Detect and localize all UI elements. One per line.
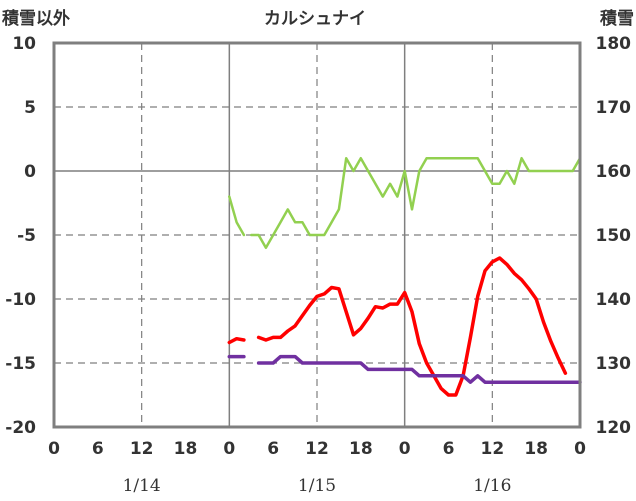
x-tick-label: 6 bbox=[92, 439, 104, 459]
x-tick-label: 12 bbox=[480, 439, 504, 459]
series-2-line bbox=[256, 354, 582, 384]
plot-frame bbox=[52, 41, 582, 429]
right-tick-label: 160 bbox=[596, 162, 632, 182]
left-tick-label: 0 bbox=[24, 162, 36, 182]
left-tick-label: -10 bbox=[5, 290, 36, 310]
right-axis-label: 積雪 bbox=[600, 8, 634, 29]
series-1-line bbox=[256, 256, 568, 397]
left-tick-label: -5 bbox=[17, 226, 36, 246]
date-label: 1/14 bbox=[123, 476, 161, 496]
x-tick-label: 18 bbox=[524, 439, 548, 459]
date-label: 1/15 bbox=[298, 476, 336, 496]
x-tick-label: 0 bbox=[223, 439, 235, 459]
date-label: 1/16 bbox=[473, 476, 511, 496]
chart-title: カルシュナイ bbox=[264, 9, 366, 29]
series-group bbox=[227, 156, 582, 397]
x-tick-label: 0 bbox=[399, 439, 411, 459]
series-0-line bbox=[250, 156, 582, 250]
left-tick-label: 10 bbox=[12, 34, 36, 54]
right-y-ticks: 180 170 160 150 140 130 120 bbox=[596, 34, 632, 438]
gridlines bbox=[54, 43, 580, 427]
date-labels: 1/14 1/15 1/16 bbox=[123, 476, 512, 496]
right-tick-label: 180 bbox=[596, 34, 632, 54]
right-tick-label: 140 bbox=[596, 290, 632, 310]
x-tick-label: 6 bbox=[443, 439, 455, 459]
left-axis-label: 積雪以外 bbox=[2, 8, 70, 29]
x-tick-label: 12 bbox=[305, 439, 329, 459]
left-tick-label: 5 bbox=[24, 98, 36, 118]
right-tick-label: 150 bbox=[596, 226, 632, 246]
series-0-line bbox=[228, 195, 246, 237]
right-tick-label: 120 bbox=[596, 418, 632, 438]
x-tick-label: 0 bbox=[48, 439, 60, 459]
x-tick-label: 6 bbox=[267, 439, 279, 459]
x-tick-label: 18 bbox=[174, 439, 198, 459]
x-tick-label: 18 bbox=[349, 439, 373, 459]
left-tick-label: -20 bbox=[5, 418, 36, 438]
x-tick-label: 12 bbox=[130, 439, 154, 459]
x-ticks: 0 6 12 18 0 6 12 18 0 6 12 18 0 bbox=[48, 439, 586, 459]
left-y-ticks: 10 5 0 -5 -10 -15 -20 bbox=[5, 34, 36, 438]
right-tick-label: 170 bbox=[596, 98, 632, 118]
x-tick-label: 0 bbox=[574, 439, 586, 459]
right-tick-label: 130 bbox=[596, 354, 632, 374]
series-1-line bbox=[227, 336, 246, 345]
left-tick-label: -15 bbox=[5, 354, 36, 374]
